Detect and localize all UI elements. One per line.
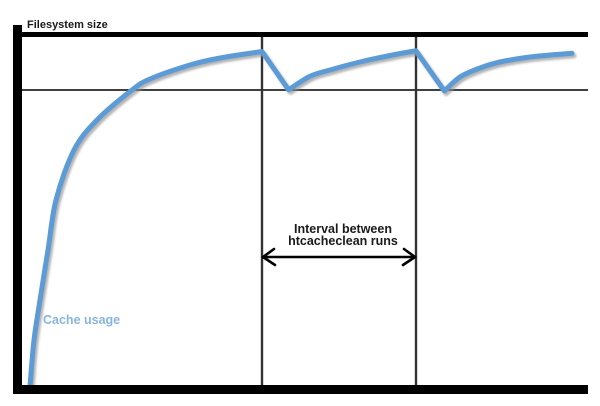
svg-text:htcacheclean runs: htcacheclean runs [288, 234, 398, 248]
svg-text:Cache usage: Cache usage [43, 313, 120, 327]
svg-text:Filesystem size: Filesystem size [27, 19, 108, 31]
